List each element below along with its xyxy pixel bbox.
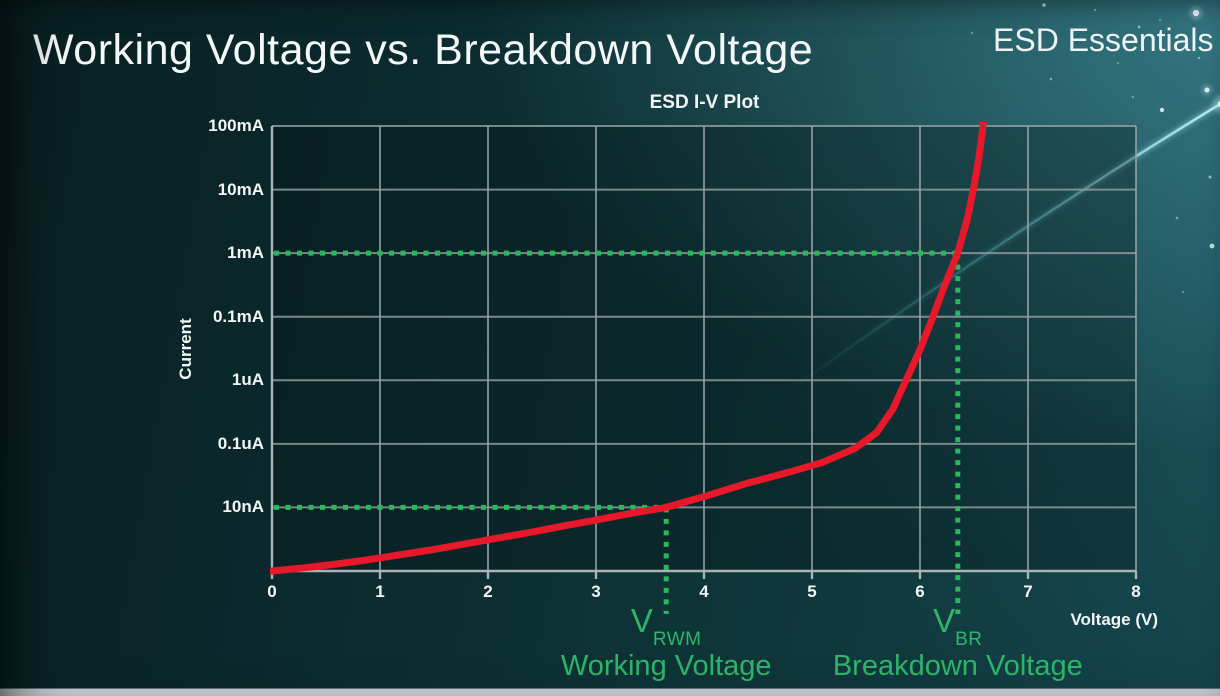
y-tick-label: 10mA [217,179,264,199]
x-tick-label: 3 [591,582,601,601]
y-tick-label: 1uA [231,370,264,390]
x-tick-label: 0 [267,582,277,601]
working-voltage-caption: Working Voltage [560,649,772,682]
y-tick-label: 0.1mA [212,306,264,326]
star-field [970,3,1215,294]
chart-layer [270,122,1138,614]
breakdown-voltage-annotation: VBR Breakdown Voltage [833,604,1083,681]
page-title: Working Voltage vs. Breakdown Voltage [33,26,814,74]
y-tick-label: 0.1uA [217,433,264,453]
swoosh-line [787,95,1220,393]
bottom-strip [0,688,1220,696]
brand-label: ESD Essentials [993,22,1214,58]
x-axis-title: Voltage (V) [1070,610,1158,629]
x-tick-label: 4 [699,582,709,601]
y-tick-label: 100mA [208,116,264,135]
x-tick-label: 7 [1023,582,1033,601]
vbr-symbol: VBR [933,602,983,650]
y-tick-label: 1mA [227,243,264,263]
chart-title: ESD I-V Plot [649,92,760,113]
iv-curve [270,122,987,575]
breakdown-voltage-caption: Breakdown Voltage [832,649,1083,682]
x-tick-label: 8 [1131,582,1141,601]
working-voltage-annotation: VRWM Working Voltage [561,604,772,681]
x-tick-label: 1 [375,582,385,601]
vrwm-symbol: VRWM [630,602,702,650]
y-tick-label: 10nA [222,497,264,517]
x-tick-label: 6 [915,582,925,601]
x-tick-label: 2 [483,582,493,601]
x-tick-label: 5 [807,582,817,601]
